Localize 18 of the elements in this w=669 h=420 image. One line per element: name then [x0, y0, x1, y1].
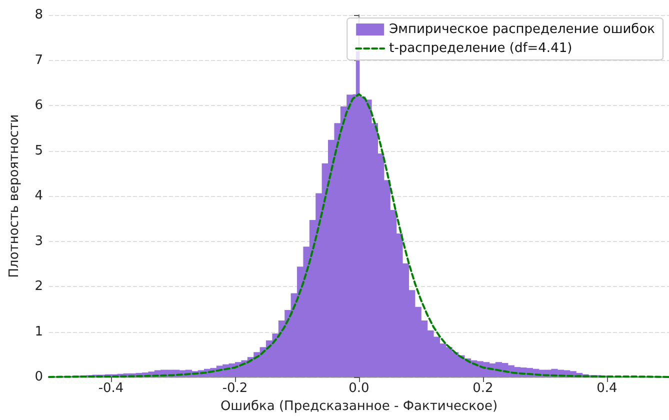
legend-label: t-распределение (df=4.41)	[389, 41, 572, 56]
y-tick-label: 3	[34, 234, 43, 249]
x-tick-label: 0.4	[596, 381, 618, 396]
x-tick-label: -0.4	[98, 381, 124, 396]
y-tick-label: 6	[34, 98, 43, 113]
y-tick-label: 7	[34, 52, 43, 68]
y-tick-label: 1	[34, 324, 43, 340]
y-axis-title: Плотность вероятности	[7, 114, 22, 278]
x-tick-label: -0.2	[222, 381, 248, 396]
x-axis-title: Ошибка (Предсказанное - Фактическое)	[220, 398, 498, 414]
x-tick-label: 0.2	[472, 381, 494, 396]
legend-label: Эмпирическое распределение ошибок	[389, 22, 656, 37]
y-tick-label: 0	[34, 370, 43, 384]
x-tick-label: 0.0	[348, 381, 370, 396]
y-tick-label: 2	[34, 279, 43, 294]
y-tick-label: 5	[34, 143, 43, 158]
y-tick-label: 4	[34, 188, 43, 204]
y-tick-label: 8	[34, 8, 43, 22]
